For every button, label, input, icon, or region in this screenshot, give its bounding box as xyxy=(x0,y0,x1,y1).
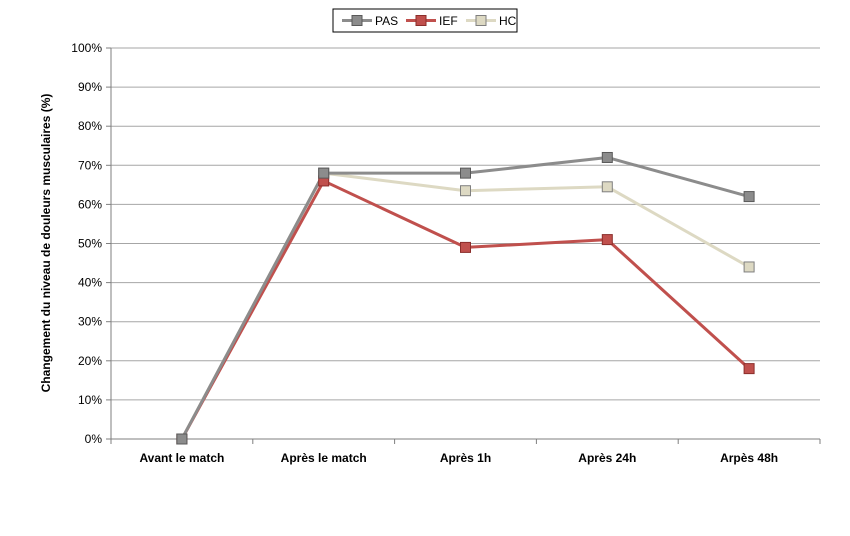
x-tick-label: Après le match xyxy=(281,451,367,465)
axes xyxy=(106,47,821,444)
y-tick-labels: 0% 10% 20% 30% 40% 50% 60% 70% 80% 90% 100% xyxy=(71,41,102,446)
point-ief xyxy=(460,241,471,253)
y-tick-label: 20% xyxy=(78,354,102,368)
point-ief xyxy=(743,363,755,375)
x-tick-label: Après 24h xyxy=(578,451,636,465)
legend-marker-hc xyxy=(475,15,487,26)
y-axis-label: Changement du niveau de douleurs muscula… xyxy=(39,94,53,393)
legend-label-pas: PAS xyxy=(375,14,398,28)
series-markers xyxy=(176,151,755,445)
series-line-pas xyxy=(180,155,750,440)
y-tick-label: 50% xyxy=(78,237,102,251)
point-hc xyxy=(460,185,471,197)
point-pas xyxy=(318,167,330,179)
legend: PAS IEF HC xyxy=(332,8,518,33)
point-pas xyxy=(176,433,188,445)
x-tick-label: Après 1h xyxy=(440,451,491,465)
point-hc xyxy=(601,181,613,193)
y-tick-label: 60% xyxy=(78,197,102,211)
gridlines xyxy=(111,47,820,401)
y-tick-label: 90% xyxy=(78,80,102,94)
point-pas xyxy=(460,167,471,179)
y-tick-label: 80% xyxy=(78,119,102,133)
point-ief xyxy=(601,234,613,246)
point-hc xyxy=(743,261,755,273)
y-tick-label: 30% xyxy=(78,315,102,329)
y-tick-label: 0% xyxy=(85,432,103,446)
x-tick-label: Arpès 48h xyxy=(720,451,778,465)
series-lines xyxy=(180,155,751,440)
legend-label-hc: HC xyxy=(499,14,517,28)
point-pas xyxy=(601,151,613,163)
legend-label-ief: IEF xyxy=(439,14,458,28)
legend-marker-ief xyxy=(415,15,427,26)
x-tick-label: Avant le match xyxy=(139,451,224,465)
y-tick-label: 40% xyxy=(78,276,102,290)
y-tick-label: 100% xyxy=(71,41,102,55)
y-tick-label: 10% xyxy=(78,393,102,407)
point-pas xyxy=(743,191,755,203)
legend-items: PAS IEF HC xyxy=(342,14,517,28)
series-line-hc xyxy=(180,171,750,440)
legend-marker-pas xyxy=(351,15,363,26)
x-tick-labels: Avant le match Après le match Après 1h Aprè… xyxy=(139,451,778,465)
y-tick-label: 70% xyxy=(78,158,102,172)
